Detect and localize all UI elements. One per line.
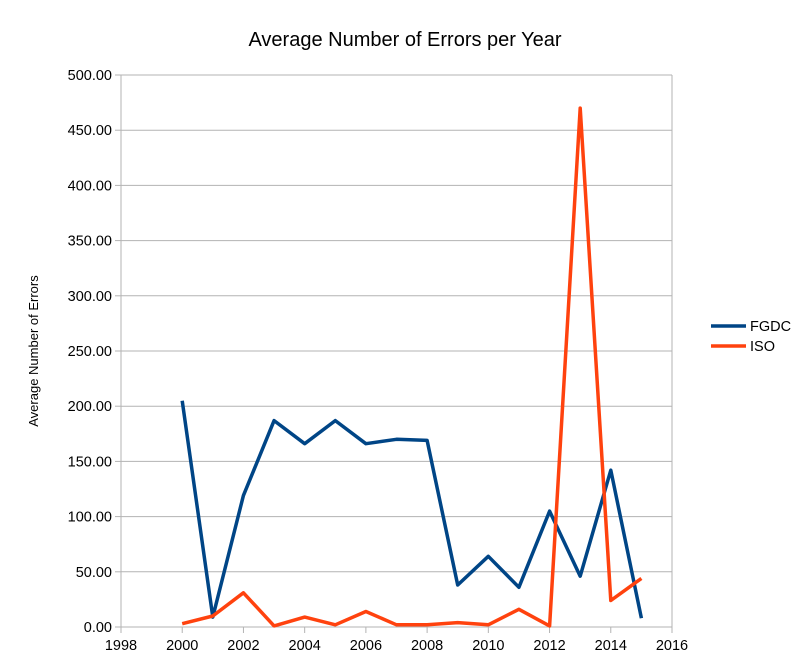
x-tick-label: 2016 [656, 638, 688, 654]
y-tick-label: 0.00 [84, 620, 112, 636]
x-tick-label: 2008 [411, 638, 443, 654]
series-line-fgdc [180, 400, 644, 619]
y-tick-label: 250.00 [68, 344, 112, 360]
y-tick-label: 350.00 [68, 234, 112, 250]
y-tick-label: 300.00 [68, 289, 112, 305]
x-tick-label: 1998 [105, 638, 137, 654]
x-tick-label: 2012 [533, 638, 565, 654]
x-tick-label: 2002 [227, 638, 259, 654]
series-lines [180, 106, 644, 628]
y-axis-ticks: 0.00 50.00 100.00 150.00 200.00 250.00 300.00 3… [68, 68, 121, 636]
legend: FGDC ISO [711, 319, 791, 355]
x-tick-label: 2004 [289, 638, 321, 654]
y-tick-label: 150.00 [68, 454, 112, 470]
legend-label-fgdc: FGDC [750, 319, 791, 335]
y-axis-label: Average Number of Errors [26, 275, 41, 427]
y-tick-label: 50.00 [76, 565, 112, 581]
x-tick-label: 2000 [166, 638, 198, 654]
y-tick-label: 450.00 [68, 123, 112, 139]
x-tick-label: 2006 [350, 638, 382, 654]
y-tick-label: 400.00 [68, 178, 112, 194]
y-tick-label: 100.00 [68, 510, 112, 526]
legend-label-iso: ISO [750, 339, 775, 355]
chart-title: Average Number of Errors per Year [248, 29, 561, 51]
y-tick-label: 500.00 [68, 68, 112, 84]
x-axis-ticks: 1998 2000 2002 2004 2006 2008 2010 2012 2014 2016 [105, 627, 688, 654]
x-tick-label: 2014 [595, 638, 627, 654]
x-tick-label: 2010 [472, 638, 504, 654]
y-tick-label: 200.00 [68, 399, 112, 415]
series-line-iso [181, 106, 643, 628]
